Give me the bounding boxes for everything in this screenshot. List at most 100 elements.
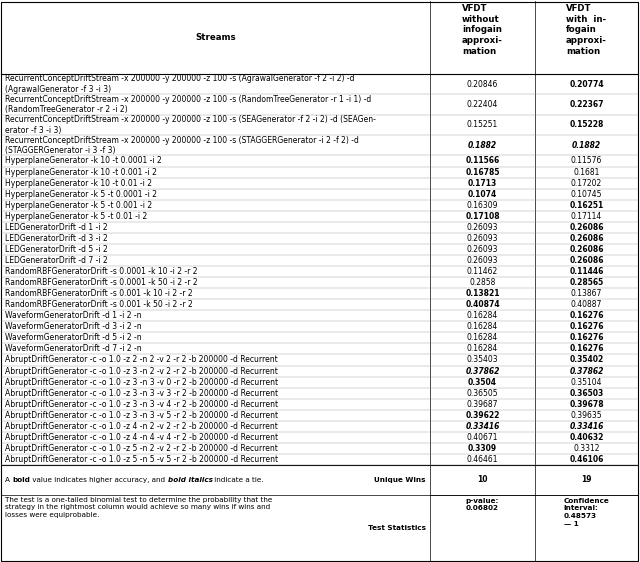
Text: bold: bold bbox=[12, 477, 30, 483]
Text: 0.46461: 0.46461 bbox=[467, 455, 499, 464]
Text: 0.39622: 0.39622 bbox=[465, 411, 500, 420]
Text: LEDGeneratorDrift -d 7 -i 2: LEDGeneratorDrift -d 7 -i 2 bbox=[5, 256, 108, 265]
Text: 0.37862: 0.37862 bbox=[570, 366, 604, 375]
Text: Test Statistics: Test Statistics bbox=[368, 525, 426, 531]
Text: RecurrentConceptDriftStream -x 200000 -y 200000 -z 100 -s (AgrawalGenerator -f 2: RecurrentConceptDriftStream -x 200000 -y… bbox=[5, 75, 355, 94]
Text: 0.22367: 0.22367 bbox=[569, 100, 604, 109]
Text: WaveformGeneratorDrift -d 1 -i 2 -n: WaveformGeneratorDrift -d 1 -i 2 -n bbox=[5, 311, 141, 320]
Text: 0.26086: 0.26086 bbox=[569, 223, 604, 232]
Text: 0.2858: 0.2858 bbox=[469, 278, 496, 287]
Text: AbruptDriftGenerator -c -o 1.0 -z 3 -n 3 -v 3 -r 2 -b 200000 -d Recurrent: AbruptDriftGenerator -c -o 1.0 -z 3 -n 3… bbox=[5, 389, 278, 398]
Text: 0.20846: 0.20846 bbox=[467, 80, 498, 89]
Text: VFDT
without
infogain
approxi-
mation: VFDT without infogain approxi- mation bbox=[462, 4, 503, 56]
Text: 0.1882: 0.1882 bbox=[468, 140, 497, 150]
Text: 0.1074: 0.1074 bbox=[468, 189, 497, 198]
Text: 0.26093: 0.26093 bbox=[467, 234, 499, 243]
Text: 0.40671: 0.40671 bbox=[467, 433, 499, 442]
Text: 0.13821: 0.13821 bbox=[465, 289, 500, 298]
Text: 0.16785: 0.16785 bbox=[465, 167, 500, 176]
Text: HyperplaneGenerator -k 10 -t 0.0001 -i 2: HyperplaneGenerator -k 10 -t 0.0001 -i 2 bbox=[5, 156, 162, 165]
Text: 0.16309: 0.16309 bbox=[467, 201, 499, 210]
Text: 0.16284: 0.16284 bbox=[467, 311, 498, 320]
Text: 0.35104: 0.35104 bbox=[571, 378, 602, 387]
Text: p-value:
0.06802: p-value: 0.06802 bbox=[466, 498, 499, 511]
Text: 0.16251: 0.16251 bbox=[570, 201, 604, 210]
Text: value indicates higher accuracy, and: value indicates higher accuracy, and bbox=[30, 477, 168, 483]
Text: AbruptDriftGenerator -c -o 1.0 -z 4 -n 2 -v 2 -r 2 -b 200000 -d Recurrent: AbruptDriftGenerator -c -o 1.0 -z 4 -n 2… bbox=[5, 422, 278, 431]
Text: HyperplaneGenerator -k 5 -t 0.0001 -i 2: HyperplaneGenerator -k 5 -t 0.0001 -i 2 bbox=[5, 189, 157, 198]
Text: HyperplaneGenerator -k 10 -t 0.001 -i 2: HyperplaneGenerator -k 10 -t 0.001 -i 2 bbox=[5, 167, 157, 176]
Text: 0.40632: 0.40632 bbox=[570, 433, 604, 442]
Text: RandomRBFGeneratorDrift -s 0.0001 -k 50 -i 2 -r 2: RandomRBFGeneratorDrift -s 0.0001 -k 50 … bbox=[5, 278, 198, 287]
Text: indicate a tie.: indicate a tie. bbox=[212, 477, 264, 483]
Text: 0.11576: 0.11576 bbox=[571, 156, 602, 165]
Text: Confidence
Interval:
0.48573
— 1: Confidence Interval: 0.48573 — 1 bbox=[564, 498, 609, 527]
Text: 0.16276: 0.16276 bbox=[569, 323, 604, 332]
Text: 0.11446: 0.11446 bbox=[570, 267, 604, 276]
Text: RandomRBFGeneratorDrift -s 0.0001 -k 10 -i 2 -r 2: RandomRBFGeneratorDrift -s 0.0001 -k 10 … bbox=[5, 267, 198, 276]
Text: 0.40874: 0.40874 bbox=[465, 300, 500, 309]
Text: 0.26086: 0.26086 bbox=[569, 256, 604, 265]
Text: 0.26093: 0.26093 bbox=[467, 256, 499, 265]
Text: AbruptDriftGenerator -c -o 1.0 -z 5 -n 5 -v 5 -r 2 -b 200000 -d Recurrent: AbruptDriftGenerator -c -o 1.0 -z 5 -n 5… bbox=[5, 455, 278, 464]
Text: 0.16284: 0.16284 bbox=[467, 345, 498, 353]
Text: 0.33416: 0.33416 bbox=[570, 422, 604, 431]
Text: bold italics: bold italics bbox=[168, 477, 212, 483]
Text: 0.16276: 0.16276 bbox=[569, 333, 604, 342]
Text: Unique Wins: Unique Wins bbox=[374, 477, 426, 483]
Text: 0.1882: 0.1882 bbox=[572, 140, 601, 150]
Text: 0.39635: 0.39635 bbox=[571, 411, 602, 420]
Text: 0.17108: 0.17108 bbox=[465, 212, 500, 221]
Text: 0.17114: 0.17114 bbox=[571, 212, 602, 221]
Text: HyperplaneGenerator -k 5 -t 0.001 -i 2: HyperplaneGenerator -k 5 -t 0.001 -i 2 bbox=[5, 201, 152, 210]
Text: 0.10745: 0.10745 bbox=[571, 189, 602, 198]
Text: WaveformGeneratorDrift -d 7 -i 2 -n: WaveformGeneratorDrift -d 7 -i 2 -n bbox=[5, 345, 141, 353]
Text: 0.1681: 0.1681 bbox=[573, 167, 600, 176]
Text: RecurrentConceptDriftStream -x 200000 -y 200000 -z 100 -s (RandomTreeGenerator -: RecurrentConceptDriftStream -x 200000 -y… bbox=[5, 95, 371, 114]
Text: LEDGeneratorDrift -d 5 -i 2: LEDGeneratorDrift -d 5 -i 2 bbox=[5, 245, 108, 254]
Text: AbruptDriftGenerator -c -o 1.0 -z 2 -n 2 -v 2 -r 2 -b 200000 -d Recurrent: AbruptDriftGenerator -c -o 1.0 -z 2 -n 2… bbox=[5, 356, 278, 365]
Text: 0.20774: 0.20774 bbox=[569, 80, 604, 89]
Text: RandomRBFGeneratorDrift -s 0.001 -k 50 -i 2 -r 2: RandomRBFGeneratorDrift -s 0.001 -k 50 -… bbox=[5, 300, 193, 309]
Text: 0.3312: 0.3312 bbox=[573, 444, 600, 453]
Text: VFDT
with  in-
fogain
approxi-
mation: VFDT with in- fogain approxi- mation bbox=[566, 4, 607, 56]
Text: 19: 19 bbox=[581, 475, 592, 484]
Text: 0.39678: 0.39678 bbox=[569, 400, 604, 409]
Text: 0.11462: 0.11462 bbox=[467, 267, 498, 276]
Text: 0.3504: 0.3504 bbox=[468, 378, 497, 387]
Text: 0.11566: 0.11566 bbox=[465, 156, 500, 165]
Text: WaveformGeneratorDrift -d 5 -i 2 -n: WaveformGeneratorDrift -d 5 -i 2 -n bbox=[5, 333, 141, 342]
Text: 0.33416: 0.33416 bbox=[465, 422, 500, 431]
Text: 0.3309: 0.3309 bbox=[468, 444, 497, 453]
Text: 0.40887: 0.40887 bbox=[571, 300, 602, 309]
Text: 0.35402: 0.35402 bbox=[570, 356, 604, 365]
Text: 0.16276: 0.16276 bbox=[569, 311, 604, 320]
Text: 0.16284: 0.16284 bbox=[467, 333, 498, 342]
Text: 0.28565: 0.28565 bbox=[570, 278, 604, 287]
Text: 0.26093: 0.26093 bbox=[467, 245, 499, 254]
Text: 0.46106: 0.46106 bbox=[570, 455, 604, 464]
Text: HyperplaneGenerator -k 5 -t 0.01 -i 2: HyperplaneGenerator -k 5 -t 0.01 -i 2 bbox=[5, 212, 147, 221]
Text: 0.37862: 0.37862 bbox=[465, 366, 500, 375]
Text: AbruptDriftGenerator -c -o 1.0 -z 3 -n 3 -v 4 -r 2 -b 200000 -d Recurrent: AbruptDriftGenerator -c -o 1.0 -z 3 -n 3… bbox=[5, 400, 278, 409]
Text: The test is a one-tailed binomial test to determine the probability that the
str: The test is a one-tailed binomial test t… bbox=[5, 497, 273, 518]
Text: RecurrentConceptDriftStream -x 200000 -y 200000 -z 100 -s (STAGGERGenerator -i 2: RecurrentConceptDriftStream -x 200000 -y… bbox=[5, 135, 359, 155]
Text: A: A bbox=[5, 477, 12, 483]
Text: 0.1713: 0.1713 bbox=[468, 179, 497, 188]
Text: 0.26086: 0.26086 bbox=[569, 234, 604, 243]
Text: 0.36503: 0.36503 bbox=[570, 389, 604, 398]
Text: AbruptDriftGenerator -c -o 1.0 -z 3 -n 2 -v 2 -r 2 -b 200000 -d Recurrent: AbruptDriftGenerator -c -o 1.0 -z 3 -n 2… bbox=[5, 366, 278, 375]
Text: 0.36505: 0.36505 bbox=[467, 389, 499, 398]
Text: 0.35403: 0.35403 bbox=[467, 356, 499, 365]
Text: RecurrentConceptDriftStream -x 200000 -y 200000 -z 100 -s (SEAGenerator -f 2 -i : RecurrentConceptDriftStream -x 200000 -y… bbox=[5, 115, 376, 135]
Text: 0.13867: 0.13867 bbox=[571, 289, 602, 298]
Text: 0.15228: 0.15228 bbox=[570, 120, 604, 129]
Text: RandomRBFGeneratorDrift -s 0.001 -k 10 -i 2 -r 2: RandomRBFGeneratorDrift -s 0.001 -k 10 -… bbox=[5, 289, 193, 298]
Text: AbruptDriftGenerator -c -o 1.0 -z 5 -n 2 -v 2 -r 2 -b 200000 -d Recurrent: AbruptDriftGenerator -c -o 1.0 -z 5 -n 2… bbox=[5, 444, 278, 453]
Text: HyperplaneGenerator -k 10 -t 0.01 -i 2: HyperplaneGenerator -k 10 -t 0.01 -i 2 bbox=[5, 179, 152, 188]
Text: 0.26086: 0.26086 bbox=[569, 245, 604, 254]
Text: LEDGeneratorDrift -d 1 -i 2: LEDGeneratorDrift -d 1 -i 2 bbox=[5, 223, 108, 232]
Text: 0.17202: 0.17202 bbox=[571, 179, 602, 188]
Text: 10: 10 bbox=[477, 475, 488, 484]
Text: AbruptDriftGenerator -c -o 1.0 -z 3 -n 3 -v 5 -r 2 -b 200000 -d Recurrent: AbruptDriftGenerator -c -o 1.0 -z 3 -n 3… bbox=[5, 411, 278, 420]
